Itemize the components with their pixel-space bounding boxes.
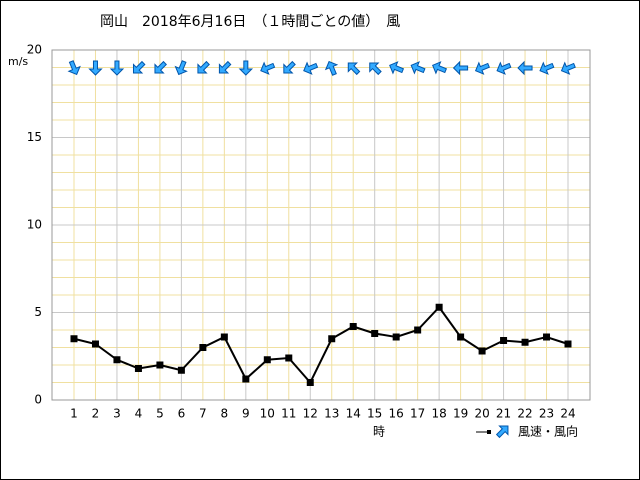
speed-marker — [199, 344, 207, 351]
plot-border — [51, 49, 591, 401]
x-tick-label: 17 — [410, 407, 425, 421]
y-axis-label: m/s — [8, 55, 28, 68]
wind-arrow — [109, 60, 125, 76]
speed-marker — [91, 340, 99, 348]
x-tick-label: 20 — [474, 407, 489, 421]
wind-arrow — [260, 61, 276, 75]
speed-marker — [177, 366, 185, 374]
x-tick-label: 5 — [156, 407, 164, 421]
x-tick-label: 9 — [242, 407, 250, 421]
speed-marker — [435, 303, 443, 311]
speed-marker — [113, 356, 121, 364]
wind-arrow — [560, 61, 576, 75]
wind-arrow — [218, 60, 232, 74]
x-tick-label: 15 — [367, 407, 382, 421]
wind-arrow — [283, 60, 296, 74]
legend-label: 風速・風向 — [518, 424, 578, 439]
speed-line — [73, 305, 569, 385]
wind-arrow — [432, 61, 448, 75]
speed-marker — [220, 333, 228, 341]
speed-marker — [306, 379, 314, 386]
x-tick-label: 14 — [346, 407, 361, 421]
x-tick-label: 6 — [178, 407, 186, 421]
x-tick-label: 1 — [70, 407, 78, 421]
wind-arrow — [517, 60, 533, 76]
wind-arrow — [174, 60, 188, 76]
x-tick-label: 8 — [221, 407, 229, 421]
x-tick-label: 3 — [113, 407, 121, 421]
wind-arrow — [154, 60, 167, 74]
speed-marker — [564, 340, 572, 348]
x-tick-label: 2 — [92, 407, 100, 421]
x-tick-label: 18 — [431, 407, 446, 421]
wind-arrow — [238, 60, 254, 76]
speed-marker — [328, 335, 336, 343]
legend-marker — [487, 430, 491, 434]
speed-marker — [285, 354, 293, 362]
x-tick-label: 19 — [453, 407, 468, 421]
x-tick-label: 13 — [324, 407, 339, 421]
y-tick-label: 0 — [34, 393, 42, 407]
legend: 風速・風向 — [476, 424, 578, 439]
wind-arrow — [474, 61, 490, 75]
wind-arrow — [369, 62, 382, 76]
legend-arrow — [495, 425, 509, 439]
chart-title: 岡山 2018年6月16日 （１時間ごとの値） 風 — [100, 14, 400, 30]
wind-arrow — [452, 60, 469, 76]
x-tick-label: 4 — [135, 407, 143, 421]
speed-marker — [70, 335, 78, 343]
wind-arrow — [496, 61, 512, 75]
speed-marker — [543, 333, 551, 341]
speed-marker — [263, 356, 271, 364]
x-tick-label: 10 — [260, 407, 275, 421]
speed-marker — [349, 323, 357, 330]
speed-marker — [521, 338, 529, 346]
speed-marker — [156, 361, 164, 369]
wind-arrow — [347, 62, 361, 76]
wind-arrow — [132, 60, 146, 74]
speed-marker — [478, 347, 486, 355]
x-tick-label: 24 — [560, 407, 575, 421]
x-axis-label: 時 — [373, 425, 385, 439]
x-tick-label: 11 — [281, 407, 296, 421]
speed-marker — [371, 330, 379, 337]
speed-marker — [414, 326, 422, 334]
x-tick-label: 22 — [517, 407, 532, 421]
wind-arrow — [324, 60, 339, 76]
y-tick-label: 15 — [27, 130, 42, 144]
speed-marker — [500, 337, 508, 344]
wind-arrow — [389, 61, 405, 75]
wind-arrow — [88, 60, 103, 76]
wind-arrow — [303, 61, 319, 75]
y-tick-label: 10 — [27, 218, 42, 232]
x-tick-label: 23 — [539, 407, 554, 421]
wind-arrow — [67, 60, 81, 76]
x-tick-label: 21 — [496, 407, 511, 421]
y-tick-label: 20 — [27, 43, 42, 57]
y-tick-label: 5 — [34, 305, 42, 319]
x-tick-label: 12 — [303, 407, 318, 421]
speed-marker — [134, 365, 142, 372]
x-tick-label: 16 — [389, 407, 404, 421]
x-tick-label: 7 — [199, 407, 207, 421]
speed-marker — [242, 375, 250, 383]
wind-arrow — [539, 61, 555, 75]
wind-arrow — [197, 60, 210, 74]
speed-marker — [392, 333, 400, 341]
wind-arrow — [410, 61, 426, 75]
speed-marker — [457, 333, 465, 341]
